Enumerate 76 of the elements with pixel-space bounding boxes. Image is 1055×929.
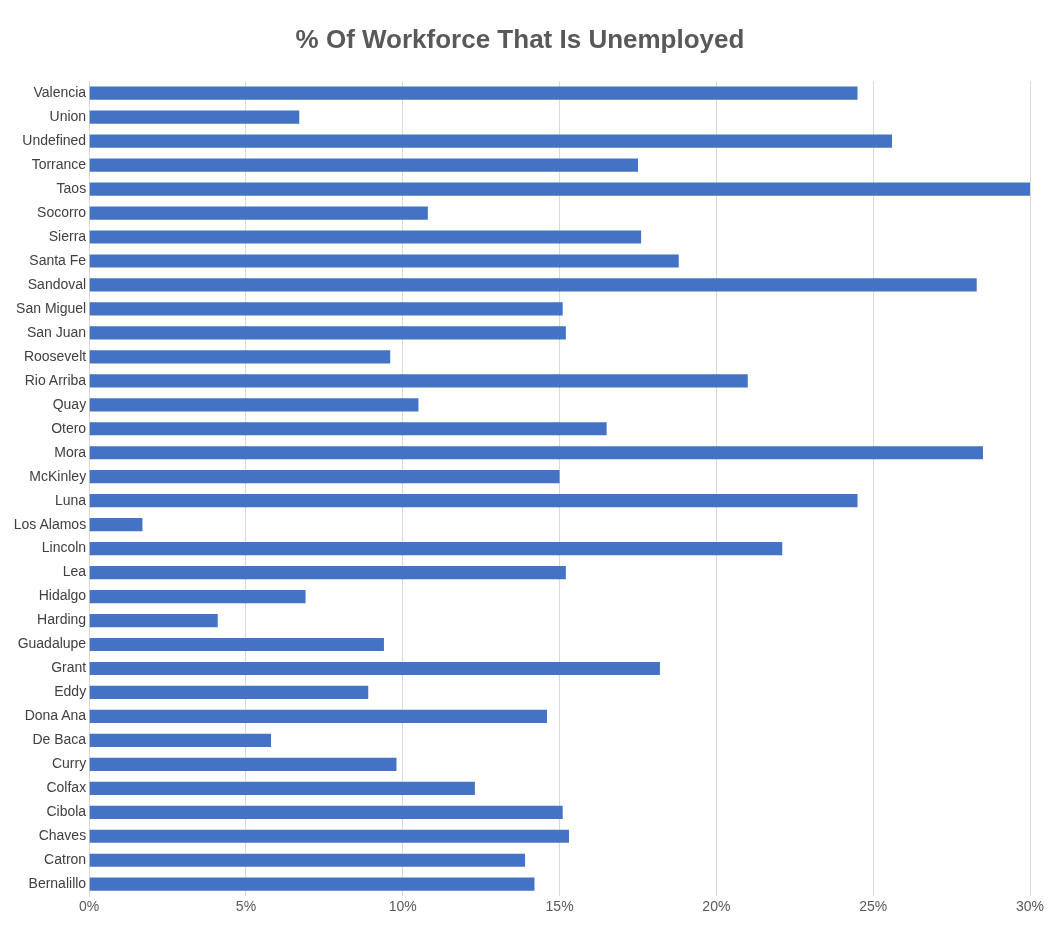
- bar: [89, 877, 535, 891]
- y-tick-label: Dona Ana: [24, 707, 87, 724]
- y-tick-label: De Baca: [32, 731, 87, 748]
- y-tick-label: Luna: [54, 491, 87, 508]
- y-tick-label: Otero: [51, 419, 87, 436]
- x-tick-label: 0%: [79, 898, 100, 915]
- y-tick-label: Bernalillo: [28, 875, 87, 892]
- bar: [89, 542, 783, 556]
- x-tick-label: 30%: [1015, 898, 1045, 915]
- bar: [89, 326, 566, 340]
- bar: [89, 733, 272, 747]
- y-tick-label: Cibola: [46, 803, 87, 820]
- y-tick-label: Roosevelt: [23, 347, 87, 364]
- y-tick-label: Grant: [51, 659, 87, 676]
- y-tick-label: Guadalupe: [17, 635, 87, 652]
- y-tick-label: Union: [49, 108, 87, 125]
- x-tick-label: 10%: [388, 898, 417, 915]
- y-tick-label: McKinley: [29, 467, 87, 484]
- y-tick-label: Undefined: [22, 131, 87, 148]
- bar: [89, 398, 419, 412]
- bar: [89, 230, 642, 244]
- y-tick-label: Mora: [54, 443, 87, 460]
- bar: [89, 254, 679, 268]
- bar: [89, 613, 218, 628]
- bar: [89, 829, 569, 843]
- x-tick-label: 15%: [545, 898, 574, 915]
- bar: [89, 589, 306, 604]
- bar: [89, 853, 526, 867]
- bar: [89, 158, 638, 172]
- bar: [89, 134, 893, 148]
- x-tick-label: 5%: [235, 898, 257, 915]
- y-tick-label: Catron: [44, 851, 87, 868]
- y-tick-label: San Juan: [26, 323, 87, 340]
- bar: [89, 110, 300, 124]
- bar: [89, 278, 977, 292]
- bar: [89, 757, 397, 771]
- y-tick-label: San Miguel: [16, 299, 87, 316]
- chart-title: % Of Workforce That Is Unemployed: [295, 23, 745, 54]
- y-tick-label: Chaves: [38, 827, 87, 844]
- y-tick-label: Rio Arriba: [24, 371, 87, 388]
- y-tick-label: Socorro: [37, 203, 87, 220]
- bar: [89, 518, 143, 532]
- y-tick-label: Sandoval: [27, 275, 87, 292]
- y-tick-label: Eddy: [54, 683, 87, 700]
- bar: [89, 86, 858, 100]
- bar: [89, 374, 748, 388]
- bar: [89, 637, 384, 652]
- bar: [89, 182, 1030, 196]
- y-tick-label: Curry: [51, 755, 87, 772]
- bar: [89, 781, 475, 795]
- bar: [89, 302, 563, 316]
- y-tick-label: Lincoln: [41, 539, 87, 556]
- bar: [89, 446, 983, 460]
- bar: [89, 206, 428, 220]
- bar: [89, 709, 548, 724]
- x-tick-label: 25%: [859, 898, 888, 915]
- y-tick-label: Los Alamos: [13, 515, 87, 532]
- bar: [89, 685, 369, 700]
- y-tick-label: Harding: [37, 611, 87, 628]
- bar: [89, 661, 660, 676]
- y-tick-label: Torrance: [31, 155, 87, 172]
- bar: [89, 470, 560, 484]
- y-tick-label: Lea: [62, 563, 87, 580]
- bar: [89, 566, 566, 580]
- y-tick-label: Valencia: [33, 84, 87, 101]
- bar: [89, 805, 563, 819]
- bar: [89, 350, 391, 364]
- bar: [89, 494, 858, 508]
- y-tick-label: Sierra: [48, 227, 87, 244]
- y-tick-label: Colfax: [46, 779, 87, 796]
- y-tick-label: Taos: [56, 179, 87, 196]
- y-tick-label: Santa Fe: [29, 251, 87, 268]
- bar: [89, 422, 607, 436]
- x-tick-label: 20%: [702, 898, 731, 915]
- y-tick-label: Quay: [52, 395, 87, 412]
- y-tick-label: Hidalgo: [38, 587, 87, 604]
